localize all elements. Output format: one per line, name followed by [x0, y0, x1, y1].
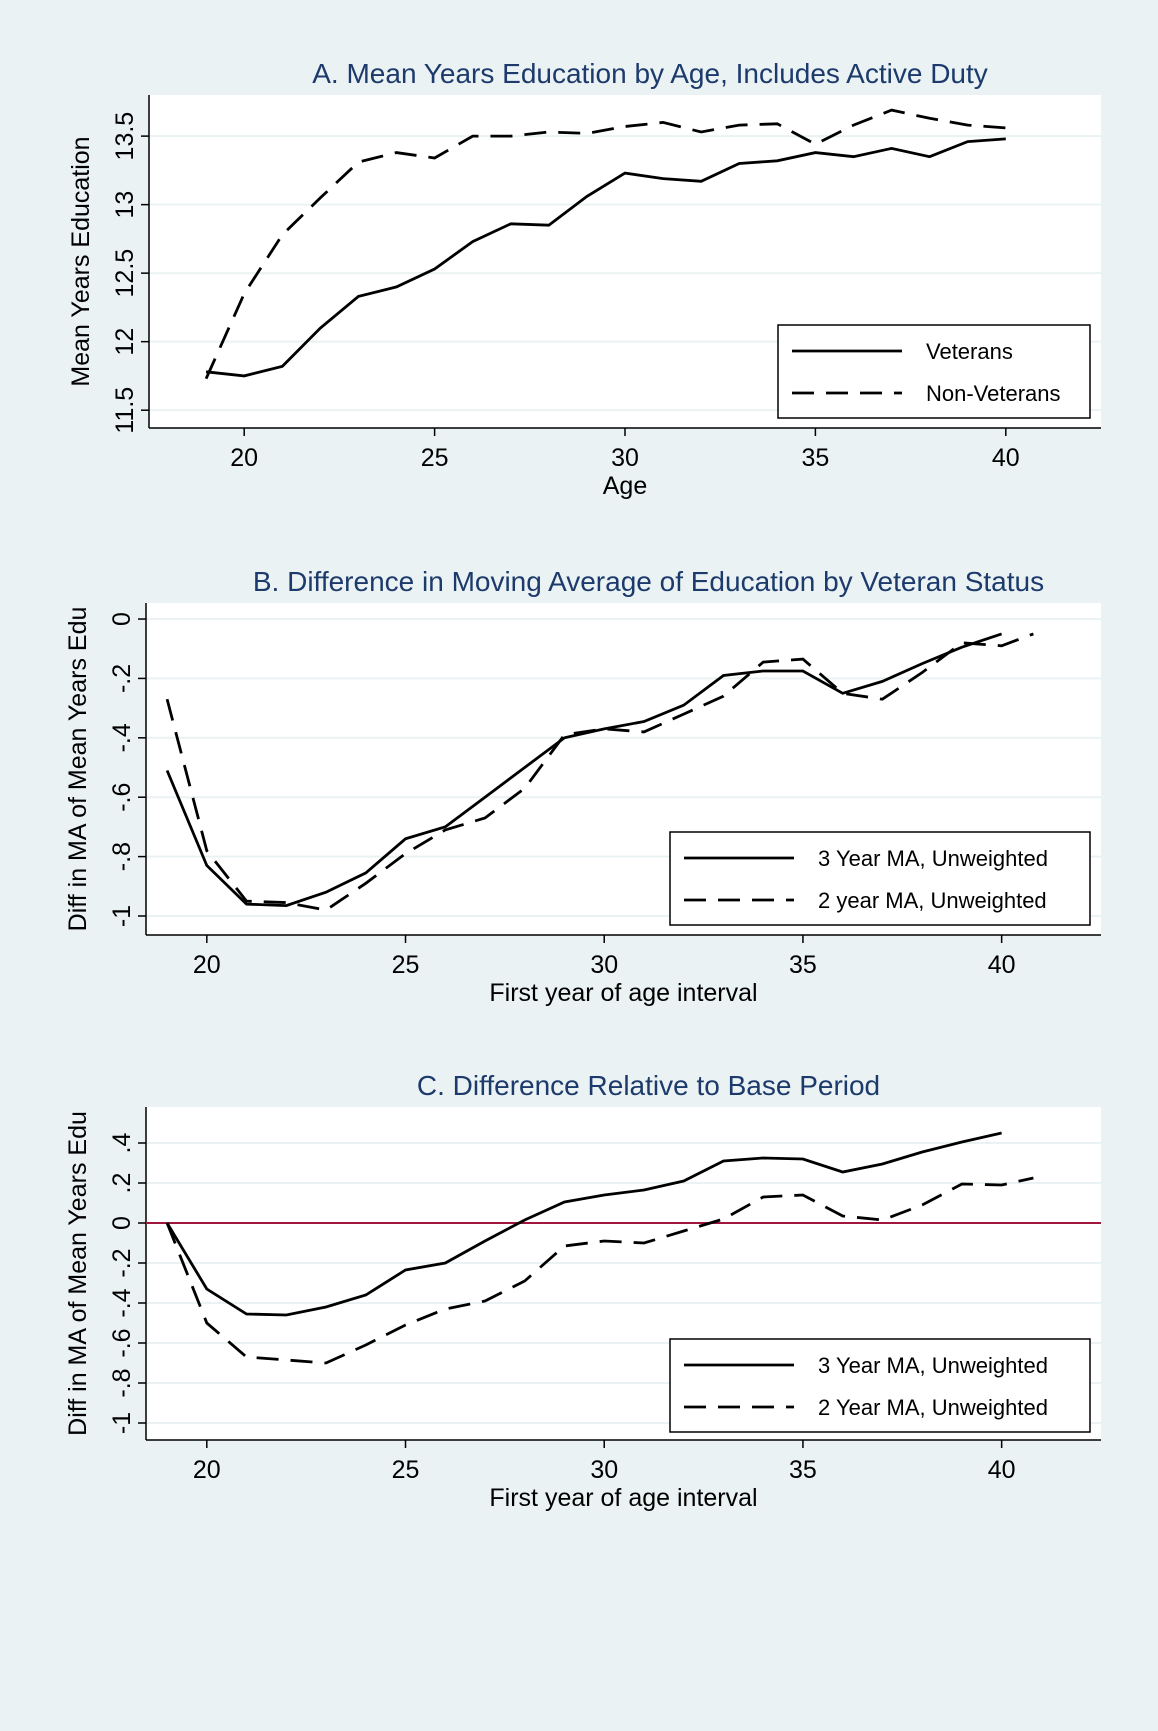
- x-axis-label: First year of age interval: [489, 1484, 757, 1512]
- x-axis-label: Age: [603, 472, 647, 500]
- y-axis-label: Mean Years Education: [67, 136, 95, 386]
- legend-box: [669, 1338, 1091, 1433]
- x-tick-label: 25: [392, 951, 420, 979]
- y-tick-label: -.6: [108, 1328, 136, 1357]
- x-tick-label: 30: [590, 1456, 618, 1484]
- y-tick-label: 0: [108, 612, 136, 626]
- chart-title: A. Mean Years Education by Age, Includes…: [312, 58, 988, 89]
- x-tick-label: 40: [992, 444, 1020, 472]
- y-tick-label: -.8: [108, 1368, 136, 1397]
- y-tick-label: -1: [108, 905, 136, 927]
- series-line: [165, 1131, 1002, 1317]
- x-tick-label: 20: [193, 951, 221, 979]
- x-tick-label: 20: [230, 444, 258, 472]
- legend-label: Non-Veterans: [926, 381, 1061, 406]
- series-line: [165, 632, 1003, 908]
- x-tick-label: 25: [421, 444, 449, 472]
- y-tick-label: .2: [108, 1173, 136, 1194]
- y-axis-label: Diff in MA of Mean Years Edu: [64, 607, 92, 932]
- legend-label: 3 Year MA, Unweighted: [818, 846, 1048, 871]
- x-tick-label: 40: [988, 1456, 1016, 1484]
- y-tick-label: .4: [108, 1132, 136, 1153]
- y-tick-label: -.2: [108, 664, 136, 693]
- legend-label: 3 Year MA, Unweighted: [818, 1353, 1048, 1378]
- x-axis-label: First year of age interval: [489, 979, 757, 1007]
- series-line: [165, 1176, 1034, 1365]
- y-tick-label: 13: [111, 191, 139, 219]
- chart-title: B. Difference in Moving Average of Educa…: [253, 566, 1044, 597]
- y-tick-label: 11.5: [111, 387, 139, 434]
- y-tick-label: 12.5: [111, 249, 139, 298]
- legend-box: [669, 831, 1091, 926]
- y-tick-label: 0: [108, 1216, 136, 1230]
- x-tick-label: 30: [611, 444, 639, 472]
- y-tick-label: -.6: [108, 783, 136, 812]
- series-line: [165, 632, 1034, 912]
- x-tick-label: 25: [392, 1456, 420, 1484]
- x-tick-label: 40: [988, 951, 1016, 979]
- legend-box: [777, 324, 1091, 419]
- legend-label: 2 Year MA, Unweighted: [818, 1395, 1048, 1420]
- y-tick-label: -.4: [108, 723, 136, 752]
- y-tick-label: 13.5: [111, 112, 139, 161]
- x-tick-label: 30: [590, 951, 618, 979]
- y-tick-label: -.8: [108, 842, 136, 871]
- x-tick-label: 35: [789, 1456, 817, 1484]
- y-tick-label: -.4: [108, 1288, 136, 1317]
- x-tick-label: 20: [193, 1456, 221, 1484]
- y-tick-label: -.2: [108, 1248, 136, 1277]
- series-line: [205, 137, 1006, 378]
- y-tick-label: 12: [111, 328, 139, 356]
- x-tick-label: 35: [789, 951, 817, 979]
- x-tick-label: 35: [801, 444, 829, 472]
- legend-label: Veterans: [926, 339, 1013, 364]
- y-axis-label: Diff in MA of Mean Years Edu: [64, 1111, 92, 1436]
- series-line: [204, 108, 1006, 380]
- y-tick-label: -1: [108, 1412, 136, 1434]
- chart-title: C. Difference Relative to Base Period: [417, 1070, 880, 1101]
- legend-label: 2 year MA, Unweighted: [818, 888, 1047, 913]
